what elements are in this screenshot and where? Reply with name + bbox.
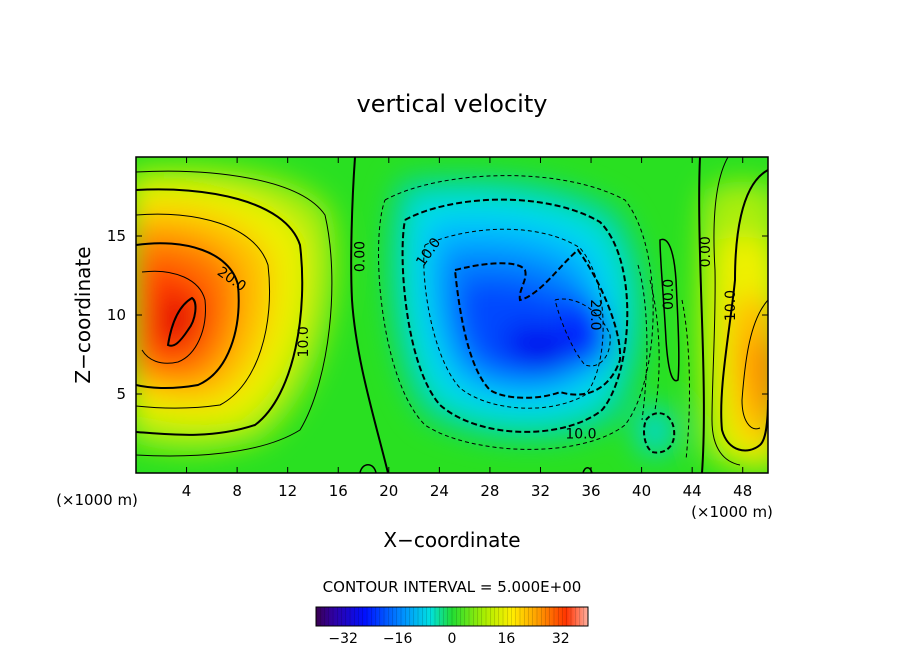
- y-axis: 5 10 15: [107, 227, 768, 403]
- colorbar-dividers: [320, 607, 584, 626]
- contour-interval-label: CONTOUR INTERVAL = 5.000E+00: [323, 578, 582, 596]
- x-axis-label: X−coordinate: [383, 528, 520, 552]
- x-tick-label: 48: [733, 482, 752, 500]
- y-axis-label: Z−coordinate: [71, 246, 95, 383]
- contour-line-neg-strip-1: [637, 264, 648, 421]
- contour-line-right-10: [720, 169, 768, 452]
- x-tick-label: 40: [632, 482, 651, 500]
- x-tick-label: 32: [531, 482, 550, 500]
- contour-label: 0.00: [698, 236, 714, 267]
- contour-line-zero-bottom: [359, 464, 377, 473]
- x-tick-label: 4: [182, 482, 192, 500]
- colorbar: [315, 606, 589, 627]
- contour-label: 10.0: [296, 326, 312, 357]
- colorbar-ticks: −32 −16 0 16 32: [328, 631, 569, 647]
- colorbar-tick-label: 32: [552, 631, 570, 647]
- x-tick-label: 44: [683, 482, 702, 500]
- contour-line-left-5: [136, 170, 333, 457]
- contour-line-left-30: [166, 296, 197, 347]
- x-unit-right: (×1000 m): [691, 503, 773, 521]
- contour-line-right-15: [741, 299, 768, 430]
- chart-title: vertical velocity: [357, 90, 548, 118]
- contour-line-left-10: [136, 188, 304, 436]
- colorbar-tick-label: 16: [497, 631, 515, 647]
- colorbar-tick-label: −16: [383, 631, 413, 647]
- x-unit-left: (×1000 m): [56, 491, 138, 509]
- contour-line-zero-right: [698, 157, 705, 473]
- contour-label: 10.0: [723, 290, 739, 321]
- contour-line-left-20: [136, 242, 240, 389]
- x-tick-label: 12: [278, 482, 297, 500]
- y-tick-label: 15: [107, 227, 126, 245]
- contour-line-left-25: [141, 270, 206, 364]
- contour-line-neg-10: [401, 198, 629, 433]
- contour-label: 00.0: [661, 279, 677, 310]
- contour-line-neg-strip-2: [649, 279, 660, 411]
- contour-line-neg-25: [554, 298, 611, 367]
- colorbar-tick-label: −32: [328, 631, 358, 647]
- y-tick-label: 5: [116, 385, 126, 403]
- colorbar-tick-label: 0: [448, 631, 457, 647]
- contour-label: 20.0: [587, 299, 603, 330]
- contour-line-neg-15: [423, 228, 604, 409]
- contour-line-zero-left: [350, 157, 389, 473]
- x-tick-label: 28: [480, 482, 499, 500]
- contour-line-neg-pocket: [643, 412, 676, 454]
- x-tick-label: 36: [581, 482, 600, 500]
- contour-label: 0.00: [353, 241, 369, 272]
- contour-lines: [136, 157, 768, 473]
- x-tick-label: 24: [430, 482, 449, 500]
- y-tick-label: 10: [107, 306, 126, 324]
- x-axis: 4 8 12 16 20 24 28 32 36 40 44 48: [182, 157, 752, 500]
- contour-line-neg-5: [378, 175, 654, 450]
- contour-line-left-15: [136, 213, 271, 409]
- x-tick-label: 8: [232, 482, 242, 500]
- contour-line-neg-strip-3: [681, 299, 690, 461]
- contour-line-pos-blob: [659, 238, 680, 382]
- contour-label: 10.0: [565, 427, 596, 443]
- contour-line-right-5: [711, 157, 741, 466]
- x-tick-label: 16: [329, 482, 348, 500]
- x-tick-label: 20: [379, 482, 398, 500]
